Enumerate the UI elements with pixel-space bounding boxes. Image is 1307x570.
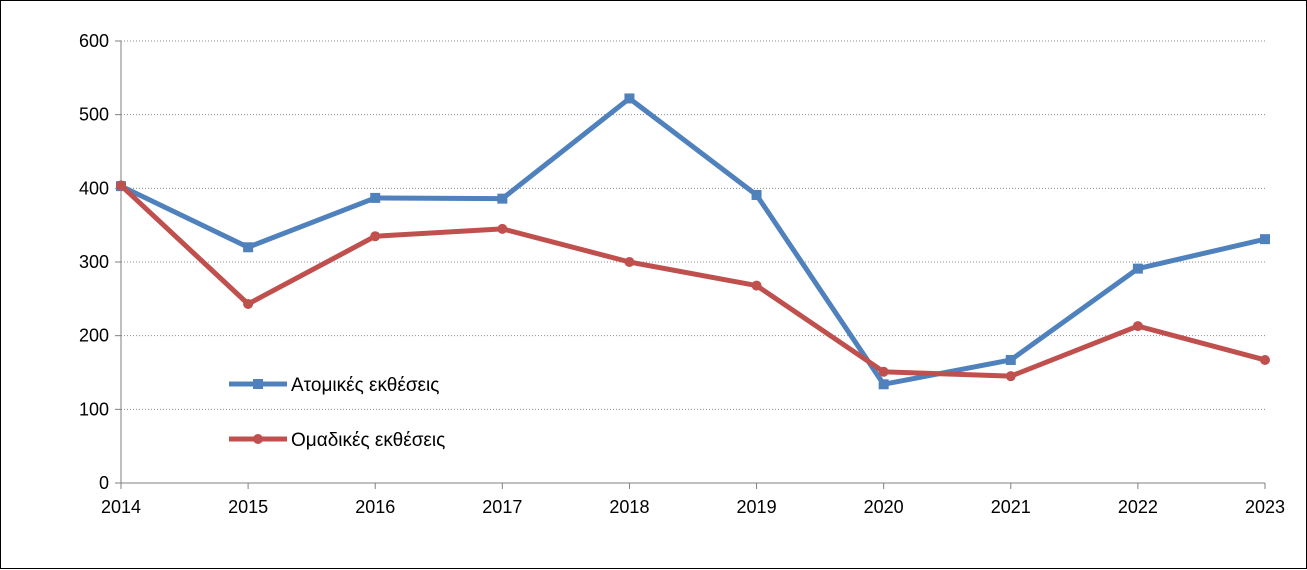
y-tick-label-100: 100: [79, 399, 109, 419]
x-tick-label-2015: 2015: [228, 497, 268, 517]
series-1-point-2018: [624, 257, 635, 267]
legend-label-omadikes: Ομαδικές εκθέσεις: [291, 430, 445, 451]
y-axis-tick-labels: 0 100 200 300 400 500 600: [79, 31, 109, 493]
series-1-point-2019: [751, 280, 762, 291]
axes: [115, 40, 1266, 489]
series-lines: [116, 93, 1270, 390]
series-1-point-2022: [1132, 321, 1143, 332]
y-tick-label-600: 600: [79, 31, 109, 51]
y-tick-label-0: 0: [99, 473, 109, 493]
series-1-point-2017: [497, 223, 508, 234]
legend: Ατομικές εκθέσεις Ομαδικές εκθέσεις: [229, 375, 445, 451]
y-tick-label-200: 200: [79, 326, 109, 346]
series-1-point-2021: [1005, 371, 1016, 382]
series-1-point-2014: [116, 180, 126, 191]
x-tick-label-2019: 2019: [737, 497, 777, 517]
series-line-1: [118, 182, 1268, 379]
x-tick-label-2023: 2023: [1245, 497, 1285, 517]
y-tick-label-500: 500: [79, 105, 109, 125]
legend-item-atomikes: Ατομικές εκθέσεις: [229, 375, 439, 396]
series-1-point-2020: [878, 366, 889, 377]
x-tick-label-2018: 2018: [609, 497, 649, 517]
series-1-point-2015: [243, 298, 254, 309]
series-0-point-2015: [243, 242, 254, 253]
series-0-point-2021: [1005, 354, 1016, 365]
x-tick-label-2017: 2017: [482, 497, 522, 517]
legend-marker-omadikes: [253, 434, 263, 444]
series-line-0: [118, 95, 1268, 387]
x-tick-label-2014: 2014: [101, 497, 141, 517]
x-axis-tick-labels: 2014 2015 2016 2017 2018 2019 2020 2021 2022 2023: [101, 497, 1285, 517]
gridlines: [121, 40, 1265, 410]
series-0-point-2016: [370, 192, 381, 203]
series-0-point-2022: [1132, 263, 1143, 274]
series-0-point-2020: [878, 379, 889, 390]
legend-label-atomikes: Ατομικές εκθέσεις: [291, 375, 439, 396]
y-tick-label-300: 300: [79, 252, 109, 272]
series-0-point-2018: [624, 93, 635, 104]
series-1-point-2023: [1260, 354, 1270, 365]
legend-item-omadikes: Ομαδικές εκθέσεις: [229, 430, 445, 451]
series-0-point-2019: [751, 189, 762, 200]
x-tick-label-2020: 2020: [864, 497, 904, 517]
legend-marker-atomikes: [253, 379, 263, 389]
series-1: [116, 180, 1270, 382]
series-1-point-2016: [370, 231, 381, 242]
series-0-point-2017: [497, 193, 508, 204]
series-0-point-2023: [1260, 234, 1270, 245]
y-tick-label-400: 400: [79, 178, 109, 198]
x-tick-label-2021: 2021: [991, 497, 1031, 517]
x-tick-label-2016: 2016: [355, 497, 395, 517]
x-tick-label-2022: 2022: [1118, 497, 1158, 517]
